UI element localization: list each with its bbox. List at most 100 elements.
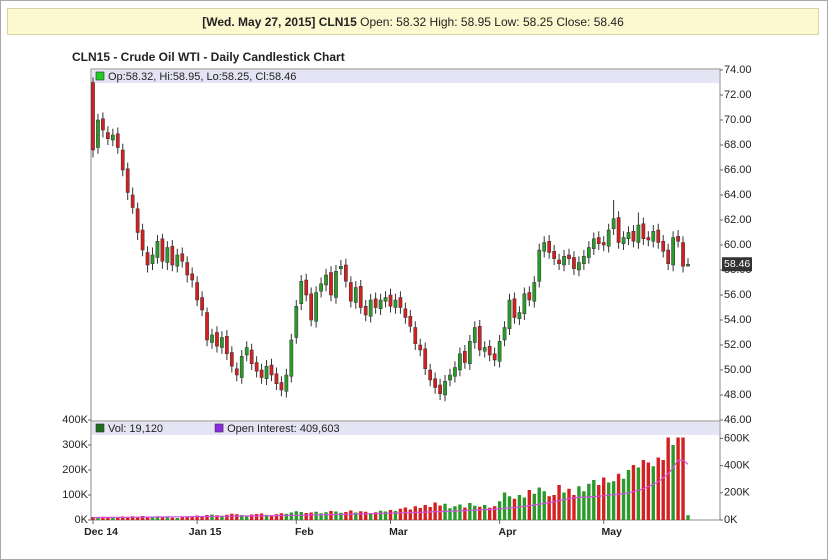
- volume-bar: [279, 513, 284, 520]
- candle-body: [96, 119, 100, 148]
- y2-tick-label: 0K: [724, 514, 738, 526]
- legend-swatch: [95, 423, 105, 433]
- volume-bar: [681, 437, 685, 520]
- candle-body: [269, 364, 274, 376]
- candle-body: [606, 229, 611, 247]
- candle-body: [140, 229, 145, 251]
- candle-body: [279, 382, 284, 391]
- last-price-box: [722, 257, 752, 272]
- volume-bar: [314, 511, 318, 520]
- volume-bar: [532, 493, 536, 520]
- candle-body: [304, 279, 309, 296]
- candle-body: [572, 257, 576, 269]
- candle-body: [274, 373, 279, 384]
- volume-bar: [264, 514, 269, 520]
- volume-bar: [91, 517, 95, 520]
- candle-body: [180, 253, 185, 262]
- volume-bar: [577, 486, 581, 520]
- volume-bar: [165, 517, 170, 520]
- candle-body: [339, 266, 343, 269]
- candle-body: [383, 297, 388, 302]
- price-legend-band: [92, 70, 719, 83]
- candle-body: [582, 256, 586, 264]
- candle-body: [160, 238, 165, 262]
- volume-bar: [487, 507, 492, 520]
- volume-bar: [344, 512, 348, 520]
- candle-body: [517, 312, 522, 319]
- open-label: Open:: [360, 15, 393, 29]
- candle-body: [616, 217, 621, 243]
- volume-bar: [205, 515, 209, 520]
- x-tick-label: Feb: [295, 526, 314, 538]
- candle-body: [577, 262, 581, 271]
- volume-bar: [686, 515, 690, 520]
- candle-body: [120, 149, 125, 171]
- volume-bar: [334, 511, 338, 520]
- candle-body: [200, 297, 204, 311]
- candle-body: [418, 344, 423, 351]
- volume-bar: [145, 516, 150, 520]
- open-interest-line: [92, 459, 689, 519]
- candle-body: [130, 194, 135, 208]
- candle-body: [681, 242, 685, 267]
- candle-body: [562, 256, 566, 266]
- candle-body: [656, 229, 661, 243]
- volume-bar: [101, 516, 105, 520]
- volume-bar: [364, 511, 368, 520]
- low-value: 58.25: [522, 15, 554, 29]
- volume-bar: [661, 460, 665, 520]
- candle-body: [651, 231, 656, 242]
- candle-body: [522, 293, 527, 314]
- volume-bar: [552, 495, 556, 520]
- candle-body: [135, 208, 140, 233]
- volume-bar: [130, 516, 135, 520]
- y-tick-label: 68.00: [724, 139, 752, 151]
- high-label: High:: [429, 15, 458, 29]
- volume-bar: [230, 513, 234, 520]
- volume-bar: [453, 506, 457, 520]
- x-tick-label: Apr: [499, 526, 517, 538]
- volume-bar: [602, 477, 606, 520]
- candle-body: [205, 312, 209, 341]
- volume-bar: [438, 505, 442, 520]
- candle-body: [358, 286, 363, 308]
- volume-bar: [597, 485, 601, 520]
- candle-body: [249, 349, 254, 364]
- candle-body: [101, 118, 105, 131]
- candle-body: [621, 237, 626, 244]
- volume-bar: [572, 495, 576, 520]
- volume-bar: [106, 517, 110, 520]
- volume-bar: [324, 512, 328, 520]
- candle-body: [393, 299, 398, 308]
- candle-body: [567, 254, 571, 259]
- volume-bar: [373, 512, 378, 520]
- volume-bar: [299, 512, 303, 520]
- volume-bar: [646, 462, 651, 520]
- candle-body: [641, 223, 646, 239]
- candle-body: [254, 362, 259, 372]
- volume-bar: [388, 510, 393, 520]
- legend-swatch: [95, 71, 105, 81]
- volume-bar: [359, 511, 363, 520]
- volume-bar: [408, 509, 413, 520]
- candle-body: [591, 238, 596, 249]
- candle-body: [91, 82, 95, 151]
- candle-body: [289, 339, 294, 377]
- volume-bar: [200, 516, 204, 520]
- volume-bar: [111, 517, 115, 520]
- volume-bar: [150, 517, 155, 520]
- close-value: 58.46: [593, 15, 624, 29]
- candle-body: [294, 306, 299, 338]
- volume-bar: [319, 513, 323, 520]
- candle-body: [666, 249, 671, 264]
- candle-body: [324, 274, 328, 286]
- volume-bar: [225, 514, 229, 520]
- volume-bar: [671, 445, 675, 520]
- candle-body: [106, 132, 110, 139]
- y2-tick-label: 600K: [724, 432, 750, 444]
- candle-body: [363, 306, 368, 316]
- y-tick-label: 64.00: [724, 189, 752, 201]
- high-value: 58.95: [460, 15, 491, 29]
- candle-body: [532, 282, 537, 302]
- candle-body: [314, 292, 318, 322]
